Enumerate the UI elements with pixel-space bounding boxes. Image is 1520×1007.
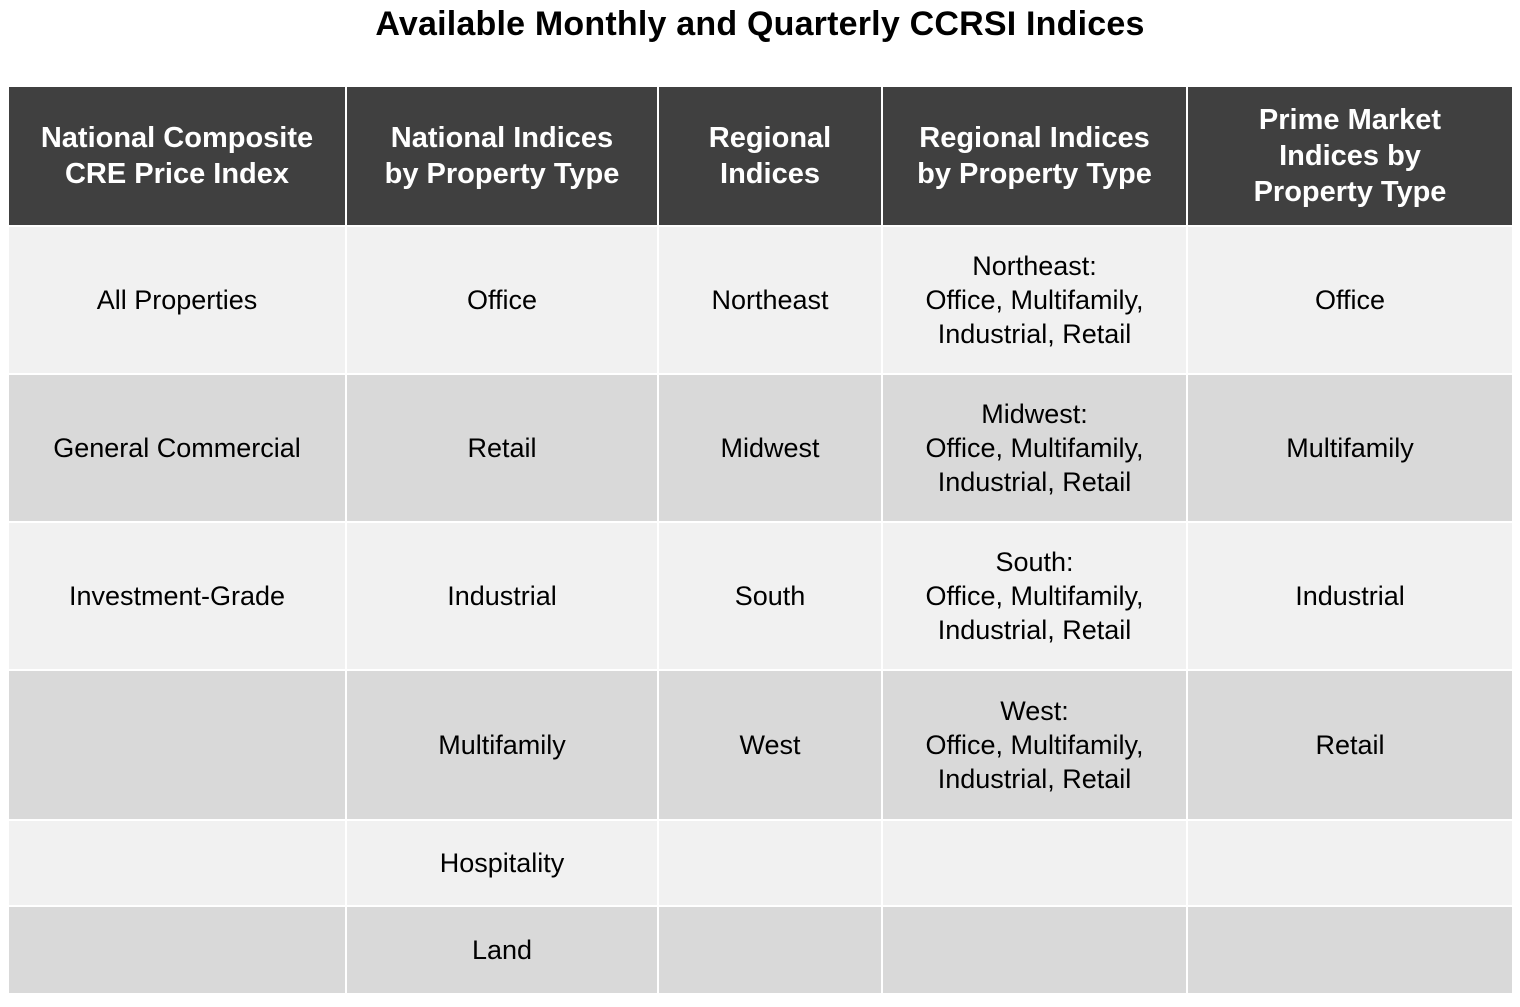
- column-header-line: Prime Market: [1258, 104, 1442, 136]
- cell-regional-by-type: West: Office, Multifamily, Industrial, R…: [881, 669, 1188, 821]
- cell-regional-by-type: South: Office, Multifamily, Industrial, …: [881, 521, 1188, 671]
- cell-national-by-type: Office: [345, 225, 659, 375]
- table-row: Multifamily West West: Office, Multifami…: [7, 669, 1514, 821]
- column-header-line: CRE Price Index: [64, 158, 290, 190]
- table-row: Land: [7, 905, 1514, 995]
- cell-regional-by-type: [881, 819, 1188, 907]
- column-header-line: by Property Type: [384, 158, 620, 190]
- region-types-line: Industrial, Retail: [937, 467, 1132, 497]
- column-header-national-composite: National Composite CRE Price Index: [7, 85, 347, 227]
- cell-regional: South: [657, 521, 883, 671]
- cell-national-composite: [7, 905, 347, 995]
- column-header-line: Indices: [720, 158, 820, 190]
- cell-prime-market: Industrial: [1186, 521, 1514, 671]
- cell-national-composite: [7, 669, 347, 821]
- column-header-prime-market: Prime Market Indices by Property Type: [1186, 85, 1514, 227]
- region-name: South:: [995, 547, 1074, 577]
- cell-regional: West: [657, 669, 883, 821]
- region-types-line: Office, Multifamily,: [925, 285, 1144, 315]
- indices-table: National Composite CRE Price Index Natio…: [7, 85, 1514, 995]
- table-row: All Properties Office Northeast Northeas…: [7, 225, 1514, 375]
- region-types-line: Office, Multifamily,: [925, 581, 1144, 611]
- column-header-line: Regional Indices: [919, 122, 1150, 154]
- table-row: Investment-Grade Industrial South South:…: [7, 521, 1514, 671]
- column-header-regional-by-type: Regional Indices by Property Type: [881, 85, 1188, 227]
- region-types-line: Industrial, Retail: [937, 764, 1132, 794]
- region-name: Midwest:: [981, 399, 1088, 429]
- region-types-line: Industrial, Retail: [937, 319, 1132, 349]
- cell-prime-market: Retail: [1186, 669, 1514, 821]
- column-header-line: National Indices: [390, 122, 614, 154]
- cell-national-by-type: Industrial: [345, 521, 659, 671]
- column-header-line: Regional: [708, 122, 832, 154]
- region-types-line: Office, Multifamily,: [925, 730, 1144, 760]
- column-header-line: Property Type: [1253, 176, 1447, 208]
- column-header-national-by-type: National Indices by Property Type: [345, 85, 659, 227]
- cell-national-composite: [7, 819, 347, 907]
- region-types-line: Office, Multifamily,: [925, 433, 1144, 463]
- cell-prime-market: Multifamily: [1186, 373, 1514, 523]
- cell-regional: Midwest: [657, 373, 883, 523]
- cell-regional: Northeast: [657, 225, 883, 375]
- cell-national-by-type: Land: [345, 905, 659, 995]
- table-row: General Commercial Retail Midwest Midwes…: [7, 373, 1514, 523]
- region-name: West:: [1000, 696, 1069, 726]
- region-name: Northeast:: [972, 251, 1097, 281]
- page-title: Available Monthly and Quarterly CCRSI In…: [375, 5, 1145, 43]
- cell-national-by-type: Hospitality: [345, 819, 659, 907]
- cell-national-by-type: Multifamily: [345, 669, 659, 821]
- table-header-row: National Composite CRE Price Index Natio…: [7, 85, 1514, 227]
- cell-prime-market: Office: [1186, 225, 1514, 375]
- cell-regional-by-type: Northeast: Office, Multifamily, Industri…: [881, 225, 1188, 375]
- cell-regional-by-type: [881, 905, 1188, 995]
- cell-prime-market: [1186, 819, 1514, 907]
- cell-prime-market: [1186, 905, 1514, 995]
- column-header-line: by Property Type: [917, 158, 1152, 190]
- cell-regional: [657, 819, 883, 907]
- region-types-line: Industrial, Retail: [937, 615, 1132, 645]
- cell-national-by-type: Retail: [345, 373, 659, 523]
- column-header-line: National Composite: [40, 122, 314, 154]
- cell-national-composite: General Commercial: [7, 373, 347, 523]
- column-header-line: Indices by: [1279, 140, 1421, 172]
- cell-regional-by-type: Midwest: Office, Multifamily, Industrial…: [881, 373, 1188, 523]
- table-row: Hospitality: [7, 819, 1514, 907]
- cell-regional: [657, 905, 883, 995]
- cell-national-composite: All Properties: [7, 225, 347, 375]
- column-header-regional: Regional Indices: [657, 85, 883, 227]
- cell-national-composite: Investment-Grade: [7, 521, 347, 671]
